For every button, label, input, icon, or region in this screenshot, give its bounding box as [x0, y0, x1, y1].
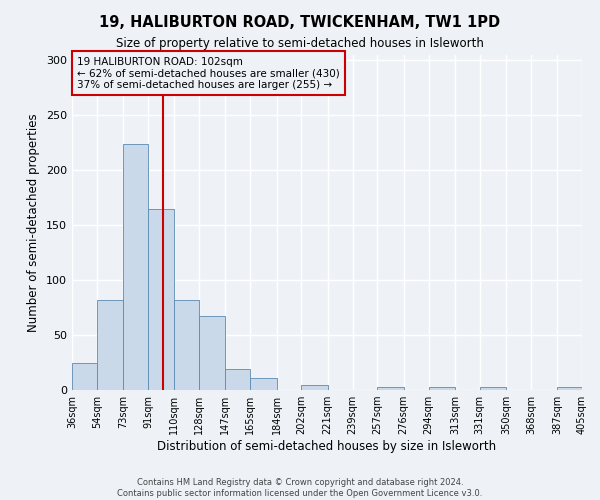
Text: 19, HALIBURTON ROAD, TWICKENHAM, TW1 1PD: 19, HALIBURTON ROAD, TWICKENHAM, TW1 1PD — [100, 15, 500, 30]
Y-axis label: Number of semi-detached properties: Number of semi-detached properties — [28, 113, 40, 332]
Bar — [557, 386, 582, 390]
Bar — [174, 300, 199, 390]
Bar — [72, 362, 97, 390]
Bar — [250, 378, 277, 390]
Bar — [123, 144, 148, 390]
Bar — [428, 386, 455, 390]
Bar — [377, 386, 404, 390]
Bar — [97, 300, 123, 390]
Text: Contains HM Land Registry data © Crown copyright and database right 2024.
Contai: Contains HM Land Registry data © Crown c… — [118, 478, 482, 498]
Bar — [480, 386, 506, 390]
Bar — [148, 209, 174, 390]
Bar — [301, 384, 328, 390]
Bar — [226, 369, 250, 390]
Text: Size of property relative to semi-detached houses in Isleworth: Size of property relative to semi-detach… — [116, 38, 484, 51]
Bar — [199, 316, 226, 390]
Text: 19 HALIBURTON ROAD: 102sqm
← 62% of semi-detached houses are smaller (430)
37% o: 19 HALIBURTON ROAD: 102sqm ← 62% of semi… — [77, 56, 340, 90]
X-axis label: Distribution of semi-detached houses by size in Isleworth: Distribution of semi-detached houses by … — [157, 440, 497, 453]
